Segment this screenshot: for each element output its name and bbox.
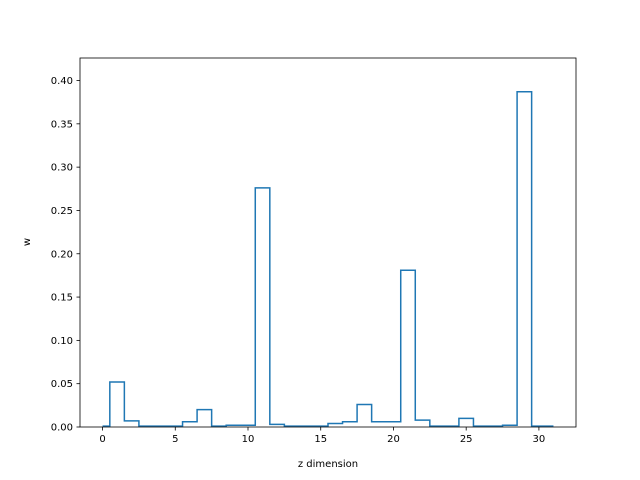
x-axis-label: z dimension: [298, 459, 358, 470]
y-tick-label: 0.00: [51, 423, 73, 434]
plot-frame: [79, 57, 577, 428]
y-axis-label: w: [22, 238, 33, 246]
x-tick-label: 20: [387, 434, 400, 445]
x-axis-ticks: 0 5 10 15 20 25 30: [99, 427, 545, 445]
y-tick-label: 0.35: [51, 119, 73, 130]
x-tick-label: 10: [242, 434, 255, 445]
y-tick-label: 0.40: [51, 76, 73, 87]
step-series-line: [102, 91, 554, 427]
x-tick-label: 25: [460, 434, 473, 445]
x-tick-label: 30: [533, 434, 546, 445]
x-tick-label: 5: [172, 434, 178, 445]
y-tick-label: 0.15: [51, 293, 73, 304]
plot-background: [80, 58, 576, 427]
y-tick-label: 0.05: [51, 379, 73, 390]
y-tick-label: 0.30: [51, 163, 73, 174]
y-tick-label: 0.20: [51, 249, 73, 260]
y-tick-label: 0.25: [51, 206, 73, 217]
y-axis-ticks: 0.00 0.05 0.10 0.15 0.20 0.25 0.30 0.35 0.40: [51, 76, 80, 434]
x-tick-label: 15: [314, 434, 327, 445]
series-layer: [102, 91, 554, 427]
x-tick-label: 0: [99, 434, 105, 445]
y-tick-label: 0.10: [51, 336, 73, 347]
